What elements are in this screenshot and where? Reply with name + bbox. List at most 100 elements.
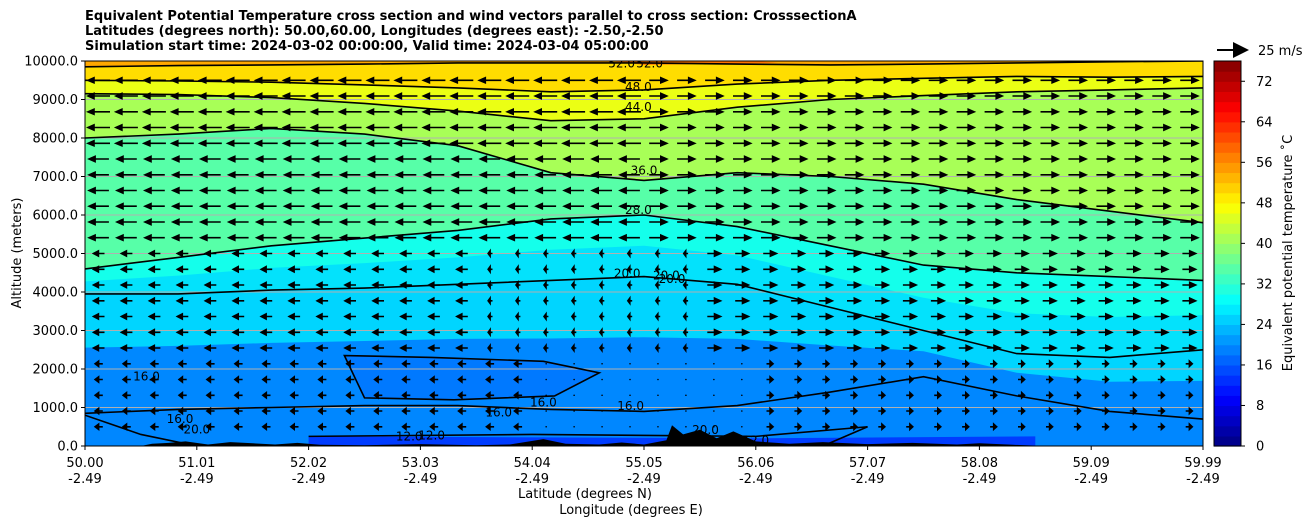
wind-vector: [394, 233, 417, 242]
wind-vector: [371, 265, 384, 274]
wind-vector: [763, 249, 779, 258]
wind-vector: [900, 218, 921, 226]
wind-vector: [282, 202, 305, 211]
wind-vector: [906, 422, 914, 432]
wind-vector: [1073, 406, 1082, 416]
colorbar-swatch: [1214, 253, 1241, 265]
wind-vector: [506, 155, 529, 163]
wind-vector: [1101, 390, 1110, 400]
wind-vector: [399, 281, 412, 289]
wind-vector: [1068, 92, 1089, 100]
wind-vector: [505, 123, 530, 132]
wind-vector: [287, 344, 301, 352]
colorbar-swatch: [1214, 273, 1241, 285]
wind-vector-dot: [545, 410, 547, 412]
wind-vector: [287, 281, 301, 289]
wind-vector: [763, 265, 779, 274]
wind-vector: [177, 375, 187, 384]
x-tick-label-lon: -2.49: [963, 472, 997, 487]
wind-vector: [561, 139, 586, 147]
wind-vector: [422, 186, 445, 195]
wind-vector: [478, 218, 501, 226]
wind-vector: [819, 249, 835, 258]
wind-vector: [114, 202, 137, 211]
wind-vector: [261, 390, 271, 400]
x-tick-label-lat: 52.02: [290, 456, 327, 471]
wind-vector: [310, 233, 333, 242]
wind-vector: [956, 218, 977, 226]
wind-vector-dot: [545, 394, 547, 397]
wind-vector: [1185, 359, 1194, 369]
wind-vector: [169, 123, 194, 132]
wind-vector: [618, 170, 640, 179]
wind-vector: [514, 311, 521, 322]
x-tick-label-lat: 58.08: [961, 456, 998, 471]
wind-vector: [1124, 233, 1144, 242]
wind-vector: [449, 107, 474, 116]
wind-vector: [226, 155, 249, 163]
wind-vector: [1046, 359, 1054, 369]
colorbar-swatch: [1214, 425, 1241, 437]
wind-vector: [1096, 155, 1117, 163]
wind-vector: [427, 344, 440, 352]
wind-vector: [626, 311, 633, 322]
wind-vector: [141, 107, 166, 116]
wind-vector: [533, 76, 558, 84]
wind-vector: [707, 328, 723, 337]
wind-vector: [990, 375, 998, 384]
wind-vector: [1070, 265, 1086, 274]
wind-vector: [337, 107, 362, 116]
wind-vector-dot: [657, 378, 659, 381]
wind-vector: [928, 123, 949, 132]
wind-vector: [197, 139, 222, 147]
wind-vector: [705, 123, 725, 132]
wind-vector: [1042, 296, 1058, 305]
wind-vector: [93, 359, 103, 368]
wind-vector: [485, 422, 495, 431]
wind-vector: [1182, 344, 1198, 352]
wind-vector: [766, 359, 775, 369]
wind-vector: [616, 107, 641, 116]
wind-vector: [733, 186, 753, 195]
wind-vector: [1068, 123, 1089, 132]
wind-vector: [872, 139, 893, 147]
wind-vector: [598, 343, 605, 353]
wind-vector: [733, 155, 753, 163]
wind-vector: [1040, 186, 1061, 195]
wind-vector: [616, 139, 641, 147]
wind-vector: [422, 170, 445, 179]
x-axis-label-latitude: Latitude (degrees N): [518, 487, 652, 502]
wind-vector: [562, 170, 584, 179]
wind-vector: [421, 107, 446, 116]
wind-vector: [875, 296, 891, 305]
wind-vector: [401, 359, 411, 369]
wind-vector: [956, 202, 977, 211]
wind-vector: [1126, 265, 1142, 274]
wind-vector-dot: [657, 394, 659, 397]
wind-vector: [878, 359, 887, 369]
wind-vector-dot: [741, 378, 743, 381]
wind-vectors: [85, 76, 1200, 432]
wind-vector: [1014, 296, 1030, 305]
y-tick-label: 2000.0: [33, 363, 79, 378]
wind-vector: [590, 202, 612, 211]
contour-label: 12.0: [396, 430, 423, 444]
wind-vector: [399, 265, 412, 274]
x-tick-label-lon: -2.49: [1074, 472, 1108, 487]
wind-vector: [343, 328, 356, 337]
wind-vector: [677, 202, 697, 211]
wind-vector: [91, 328, 105, 337]
wind-vector: [962, 390, 970, 400]
wind-vector: [844, 107, 865, 116]
colorbar-tick-label: 24: [1256, 318, 1273, 333]
wind-vector: [91, 281, 105, 289]
wind-vector: [477, 76, 502, 84]
wind-vector: [533, 92, 558, 100]
wind-vector: [366, 155, 389, 163]
wind-vector: [1046, 390, 1054, 400]
wind-vector: [394, 170, 417, 179]
wind-vector: [1152, 233, 1172, 242]
wind-vector-dot: [657, 425, 659, 428]
wind-vector: [958, 296, 974, 305]
wind-vector: [1126, 312, 1142, 321]
